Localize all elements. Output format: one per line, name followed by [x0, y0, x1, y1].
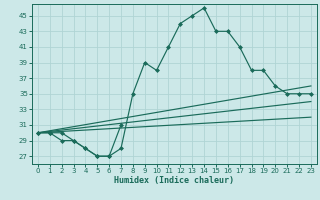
- X-axis label: Humidex (Indice chaleur): Humidex (Indice chaleur): [115, 176, 234, 185]
